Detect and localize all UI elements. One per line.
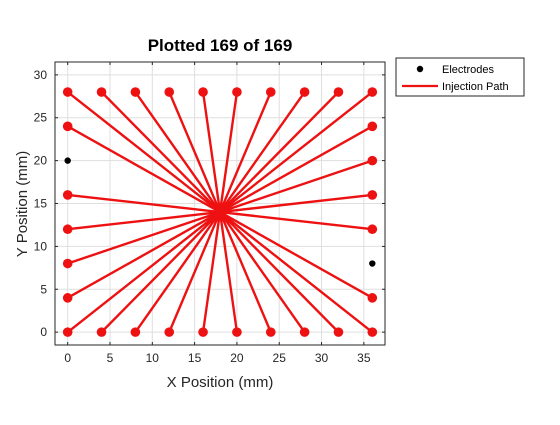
injection-path-line (218, 210, 239, 334)
injection-endpoint-marker (198, 327, 208, 337)
injection-endpoint-marker (333, 327, 344, 337)
injection-endpoint-marker (232, 327, 242, 337)
x-tick-label: 5 (107, 351, 114, 365)
injection-endpoint-marker (198, 87, 208, 97)
legend-electrodes-label: Electrodes (442, 64, 494, 76)
injection-path-line (218, 210, 340, 334)
injection-endpoint-marker (367, 190, 378, 200)
x-tick-label: 10 (146, 351, 160, 365)
injection-path-line (66, 210, 222, 334)
injection-path-line (168, 210, 222, 334)
injection-endpoint-marker (367, 327, 378, 337)
injection-path-line (218, 210, 374, 300)
electrode-marker (369, 260, 376, 267)
injection-path-line (218, 90, 239, 214)
injection-endpoint-marker (62, 190, 73, 200)
injection-path-line (218, 193, 374, 214)
y-tick-label: 30 (34, 68, 48, 82)
x-tick-label: 20 (230, 351, 244, 365)
injection-path-line (218, 210, 272, 334)
injection-path-line (218, 210, 374, 334)
injection-path-line (66, 210, 222, 231)
injection-path-line (218, 90, 272, 214)
injection-endpoint-marker (62, 87, 73, 97)
chart-title: Plotted 169 of 169 (148, 36, 293, 55)
injection-path-line (218, 210, 306, 334)
injection-path-line (218, 125, 374, 214)
injection-endpoint-marker (299, 327, 310, 337)
injection-path-line (218, 159, 374, 214)
injection-endpoint-marker (130, 327, 141, 337)
y-tick-label: 25 (34, 111, 48, 125)
y-tick-label: 15 (34, 197, 48, 211)
y-tick-label: 5 (40, 282, 47, 296)
legend-box (395, 57, 525, 97)
y-tick-label: 10 (34, 239, 48, 253)
injection-path-line (134, 210, 222, 334)
injection-path-line (201, 210, 222, 334)
injection-endpoint-marker (62, 293, 73, 303)
electrode-marker (64, 157, 71, 164)
x-tick-label: 0 (64, 351, 71, 365)
injection-path-line (201, 90, 222, 214)
injection-path-line (134, 90, 222, 214)
injection-endpoint-marker (62, 121, 73, 132)
injection-path-line (66, 90, 222, 214)
injection-path-line (218, 90, 306, 214)
x-tick-label: 30 (315, 351, 329, 365)
x-axis-label: X Position (mm) (167, 374, 274, 391)
injection-path-line (66, 193, 222, 214)
injection-path-line (168, 90, 222, 214)
injection-path-line (66, 210, 222, 265)
x-ticks: 0 5 10 15 20 25 30 35 (64, 62, 371, 365)
y-axis-label: Y Position (mm) (14, 151, 31, 257)
x-tick-label: 35 (357, 351, 371, 365)
injection-endpoint-marker (265, 87, 276, 97)
injection-endpoint-marker (299, 87, 310, 97)
injection-path-line (66, 125, 222, 214)
injection-endpoint-marker (130, 87, 141, 97)
y-tick-label: 0 (40, 325, 47, 339)
injection-endpoint-marker (96, 87, 107, 97)
legend-electrodes-marker (416, 65, 424, 73)
injection-endpoint-marker (164, 327, 175, 337)
injection-endpoint-marker (96, 327, 107, 337)
legend-injection-path-label: Injection Path (442, 81, 509, 93)
injection-paths (66, 90, 374, 334)
injection-endpoint-marker (367, 293, 378, 303)
injection-endpoint-marker (232, 87, 242, 97)
injection-path-line (218, 90, 340, 214)
x-tick-label: 15 (188, 351, 202, 365)
injection-center-marker (214, 206, 226, 219)
y-ticks: 0 5 10 15 20 25 30 (34, 68, 385, 339)
injection-endpoint-marker (367, 87, 378, 97)
markers (62, 87, 378, 337)
injection-endpoint-marker (265, 327, 276, 337)
injection-endpoint-marker (62, 224, 73, 235)
y-tick-label: 20 (34, 154, 48, 168)
x-tick-label: 25 (273, 351, 287, 365)
injection-path-line (66, 210, 222, 300)
injection-endpoint-marker (62, 258, 73, 269)
injection-endpoint-marker (333, 87, 344, 97)
injection-path-line (218, 210, 374, 231)
legend: Electrodes Injection Path (395, 57, 525, 97)
injection-endpoint-marker (367, 121, 378, 132)
injection-endpoint-marker (367, 155, 378, 166)
injection-endpoint-marker (164, 87, 175, 97)
injection-endpoint-marker (367, 224, 378, 235)
injection-path-line (100, 210, 222, 334)
injection-path-line (100, 90, 222, 214)
injection-endpoint-marker (62, 327, 73, 337)
injection-path-line (218, 90, 374, 214)
